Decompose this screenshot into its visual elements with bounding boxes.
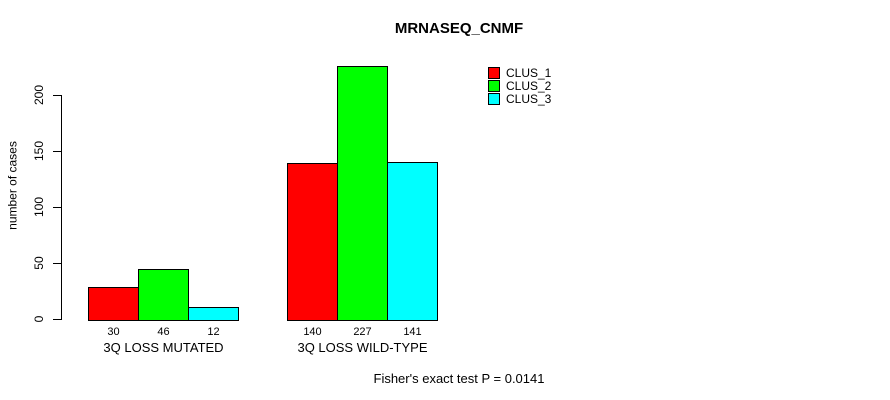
legend: CLUS_1 CLUS_2 CLUS_3 (488, 65, 552, 106)
bar-clus_1-group2 (287, 163, 338, 321)
y-tick-label-200: 200 (32, 84, 46, 106)
chart-title: MRNASEQ_CNMF (394, 20, 524, 37)
y-tick-mark-100 (53, 207, 61, 208)
y-axis-line (61, 95, 62, 320)
bar-value-label: 12 (207, 326, 220, 338)
legend-swatch-clus_2 (488, 79, 500, 92)
legend-label: CLUS_3 (506, 91, 552, 106)
legend-label: CLUS_1 (506, 65, 552, 80)
bar-clus_2-group1 (138, 269, 189, 321)
y-tick-mark-0 (53, 319, 61, 320)
legend-swatch-clus_3 (488, 92, 500, 105)
bar-value-label: 140 (303, 326, 322, 338)
y-tick-mark-200 (53, 95, 61, 96)
bar-clus_2-group2 (337, 66, 388, 321)
legend-label: CLUS_2 (506, 78, 552, 93)
bar-value-label: 46 (157, 326, 170, 338)
y-tick-mark-150 (53, 151, 61, 152)
legend-row-clus_2: CLUS_2 (488, 78, 552, 93)
bar-clus_1-group1 (88, 287, 139, 321)
y-tick-label-50: 50 (32, 256, 46, 270)
bar-clus_3-group2 (387, 162, 438, 321)
bar-value-label: 141 (403, 326, 422, 338)
bar-value-label: 227 (353, 326, 372, 338)
y-axis-label: number of cases (5, 141, 20, 230)
y-tick-label-150: 150 (32, 140, 46, 162)
y-tick-label-0: 0 (32, 315, 46, 323)
bar-clus_3-group1 (188, 307, 239, 321)
legend-row-clus_3: CLUS_3 (488, 91, 552, 106)
bar-value-label: 30 (107, 326, 120, 338)
y-tick-mark-50 (53, 263, 61, 264)
legend-swatch-clus_1 (488, 66, 500, 79)
y-tick-label-100: 100 (32, 196, 46, 218)
category-label-1: 3Q LOSS MUTATED (103, 340, 224, 355)
legend-row-clus_1: CLUS_1 (488, 65, 552, 80)
annotation-text: Fisher's exact test P = 0.0141 (373, 371, 545, 386)
category-label-2: 3Q LOSS WILD-TYPE (297, 340, 428, 355)
